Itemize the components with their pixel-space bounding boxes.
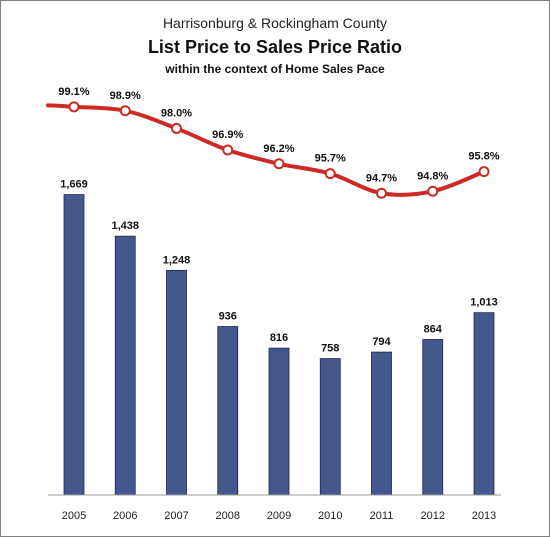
line-value-label-2008: 96.9% bbox=[212, 129, 243, 141]
line-point-2013 bbox=[478, 166, 490, 178]
line-value-label-2013: 95.8% bbox=[468, 151, 499, 163]
line-value-label-2009: 96.2% bbox=[263, 143, 294, 155]
bar-value-label-2008: 936 bbox=[219, 311, 237, 323]
line-value-label-2006: 98.9% bbox=[110, 90, 141, 102]
chart-titles: Harrisonburg & Rockingham County List Pr… bbox=[148, 15, 402, 76]
line-point-2005 bbox=[68, 101, 80, 113]
line-value-label-2011: 94.7% bbox=[366, 172, 397, 184]
x-axis-tick-labels: 2005 2006 2007 2008 2009 2010 2011 2012 2013 bbox=[62, 510, 496, 522]
x-tick-label-2010: 2010 bbox=[318, 510, 342, 522]
x-tick-label-2007: 2007 bbox=[164, 510, 188, 522]
line-point-2006 bbox=[119, 105, 131, 117]
line-point-2007 bbox=[171, 122, 182, 134]
line-series: 99.1% 98.9% 98.0% 96.9% 96.2% 95.7% 94.7% 94.8%… bbox=[46, 86, 500, 199]
x-tick-label-2011: 2011 bbox=[370, 510, 394, 522]
line-value-label-2012: 94.8% bbox=[417, 170, 448, 182]
x-tick-label-2008: 2008 bbox=[216, 510, 240, 522]
bar-2013 bbox=[473, 312, 495, 496]
bar-value-label-2006: 1,438 bbox=[111, 220, 139, 232]
line-value-label-2005: 99.1% bbox=[58, 86, 89, 98]
x-tick-label-2012: 2012 bbox=[421, 510, 445, 522]
line-point-2008 bbox=[222, 144, 234, 156]
x-tick-label-2009: 2009 bbox=[267, 510, 291, 522]
chart-title-line1: Harrisonburg & Rockingham County bbox=[163, 15, 387, 31]
bar-2010 bbox=[319, 358, 341, 496]
bar-series: 1,669 1,438 1,248 936 816 758 794 864 1,013 bbox=[60, 179, 498, 496]
line-point-2012 bbox=[427, 185, 439, 197]
bar-2008 bbox=[217, 326, 239, 496]
chart-title: List Price to Sales Price Ratio bbox=[148, 37, 402, 57]
bar-value-label-2012: 864 bbox=[424, 323, 443, 335]
bar-2011 bbox=[371, 351, 392, 496]
x-tick-label-2006: 2006 bbox=[113, 510, 137, 522]
line-point-2009 bbox=[273, 158, 285, 170]
x-tick-label-2005: 2005 bbox=[62, 510, 86, 522]
line-point-2011 bbox=[376, 187, 387, 199]
bar-2006 bbox=[114, 235, 136, 496]
bar-2007 bbox=[166, 269, 187, 496]
line-value-label-2010: 95.7% bbox=[315, 153, 346, 165]
line-value-label-2007: 98.0% bbox=[161, 107, 192, 119]
bar-2012 bbox=[422, 339, 444, 496]
bar-value-label-2005: 1,669 bbox=[60, 179, 88, 191]
bar-value-label-2013: 1,013 bbox=[470, 297, 498, 309]
bar-2009 bbox=[268, 347, 290, 496]
bar-2005 bbox=[63, 194, 85, 496]
bar-value-label-2009: 816 bbox=[270, 332, 288, 344]
bar-value-label-2011: 794 bbox=[372, 336, 391, 348]
bar-value-label-2010: 758 bbox=[321, 343, 339, 355]
line-point-2010 bbox=[324, 168, 336, 180]
chart-subtitle: within the context of Home Sales Pace bbox=[164, 62, 385, 76]
x-tick-label-2013: 2013 bbox=[472, 510, 496, 522]
bar-value-label-2007: 1,248 bbox=[163, 254, 191, 266]
ratio-line bbox=[46, 103, 486, 197]
